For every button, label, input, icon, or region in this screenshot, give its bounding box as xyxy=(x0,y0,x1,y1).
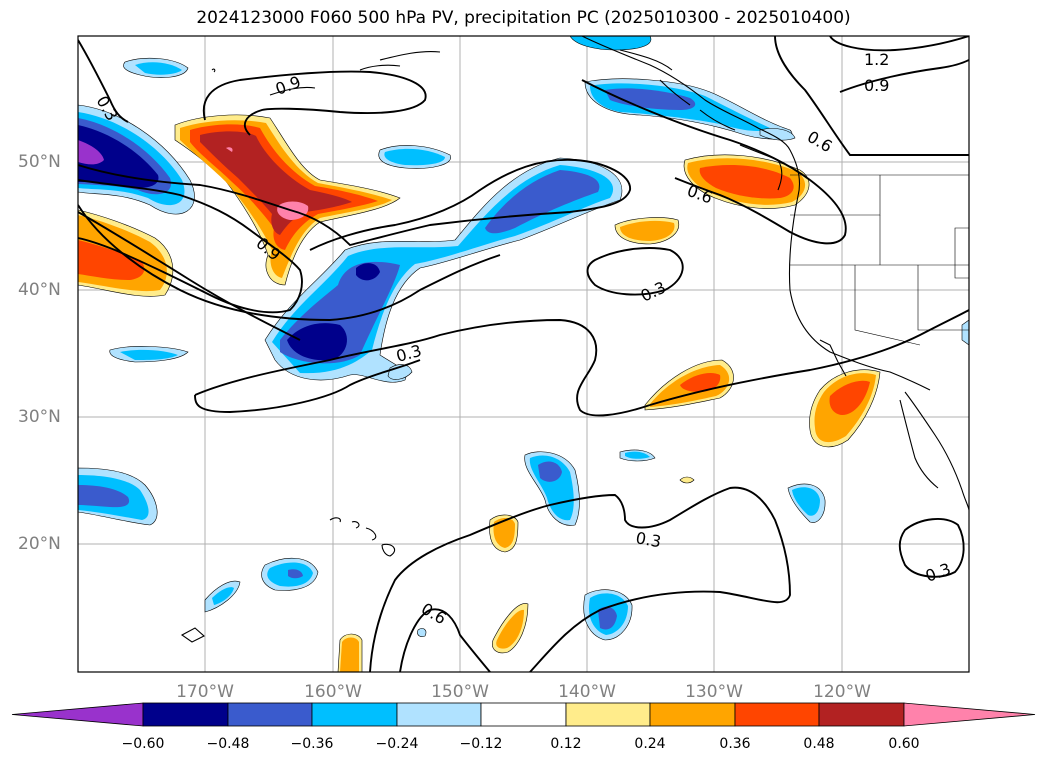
colorbar-tick-label: 0.36 xyxy=(719,736,751,752)
colorbar-tick-label: −0.48 xyxy=(206,736,250,752)
contour-label: 0.6 xyxy=(804,127,836,156)
colorbar-segment xyxy=(818,702,905,727)
colorbar-segment xyxy=(311,702,398,727)
lon-label: 140°W xyxy=(558,682,616,702)
colorbar-segment xyxy=(227,702,313,727)
colorbar-segment xyxy=(396,702,482,727)
contour-0.9-ne xyxy=(774,36,969,156)
state-borders xyxy=(790,174,969,346)
lat-label: 20°N xyxy=(18,534,61,554)
lon-label: 130°W xyxy=(685,682,743,702)
contour-0.3-mid xyxy=(194,319,651,417)
colorbar-segment xyxy=(142,702,229,727)
colorbar-tick-label: 0.48 xyxy=(803,736,835,752)
colorbar-extend-right xyxy=(903,702,1036,727)
lon-label: 160°W xyxy=(304,682,362,702)
lat-label: 50°N xyxy=(18,152,61,172)
lon-label: 120°W xyxy=(813,682,871,702)
colorbar-tick-label: −0.36 xyxy=(290,736,334,752)
colorbar-extend-left xyxy=(11,702,144,727)
lat-label: 40°N xyxy=(18,280,61,300)
contour-0.3-ring xyxy=(586,247,684,296)
colorbar-tick-label: 0.12 xyxy=(550,736,582,752)
north-america-coast xyxy=(581,36,931,391)
contour-label: 1.2 xyxy=(864,50,889,69)
contour-0.3-north xyxy=(78,158,631,251)
colorbar-tick-label: 0.24 xyxy=(634,736,666,752)
contour-label: 0.3 xyxy=(638,278,669,306)
colorbar-segment xyxy=(649,702,736,727)
contour-0.6-arc xyxy=(78,211,301,341)
colorbar-tick-label: −0.12 xyxy=(459,736,503,752)
contour-1.2 xyxy=(829,36,969,52)
contour-0.3-east xyxy=(649,309,969,406)
contour-0.6-northeast xyxy=(581,79,847,245)
contour-0.3-sub-nw xyxy=(78,39,129,123)
colorbar-tick-label: −0.60 xyxy=(121,736,165,752)
figure-title: 2024123000 F060 500 hPa PV, precipitatio… xyxy=(196,8,851,28)
colorbar-segment xyxy=(480,702,567,727)
contour-0.3-subtropic xyxy=(369,486,791,672)
plot-frame xyxy=(77,35,970,673)
contour-0.3-se-ring xyxy=(898,518,965,578)
contour-0.9-lower xyxy=(78,179,303,314)
pv-contours xyxy=(78,36,969,672)
colorbar-segment xyxy=(565,702,651,727)
contour-0.9-upper xyxy=(202,70,427,136)
colorbar-segment xyxy=(734,702,820,727)
contour-label: 0.3 xyxy=(923,559,953,586)
contour-label: 0.6 xyxy=(418,599,450,628)
contour-0.3-south xyxy=(78,204,501,321)
lon-label: 170°W xyxy=(176,682,234,702)
contour-label: 0.3 xyxy=(634,528,662,551)
contour-0.6-south xyxy=(399,608,491,672)
contour-0.9-ne2 xyxy=(839,59,969,93)
contour-label: 0.9 xyxy=(864,76,889,95)
colorbar-tick-label: 0.60 xyxy=(888,736,920,752)
colorbar-tick-label: −0.24 xyxy=(375,736,419,752)
lon-label: 150°W xyxy=(431,682,489,702)
colorbar xyxy=(11,702,1036,727)
lat-label: 30°N xyxy=(18,407,61,427)
